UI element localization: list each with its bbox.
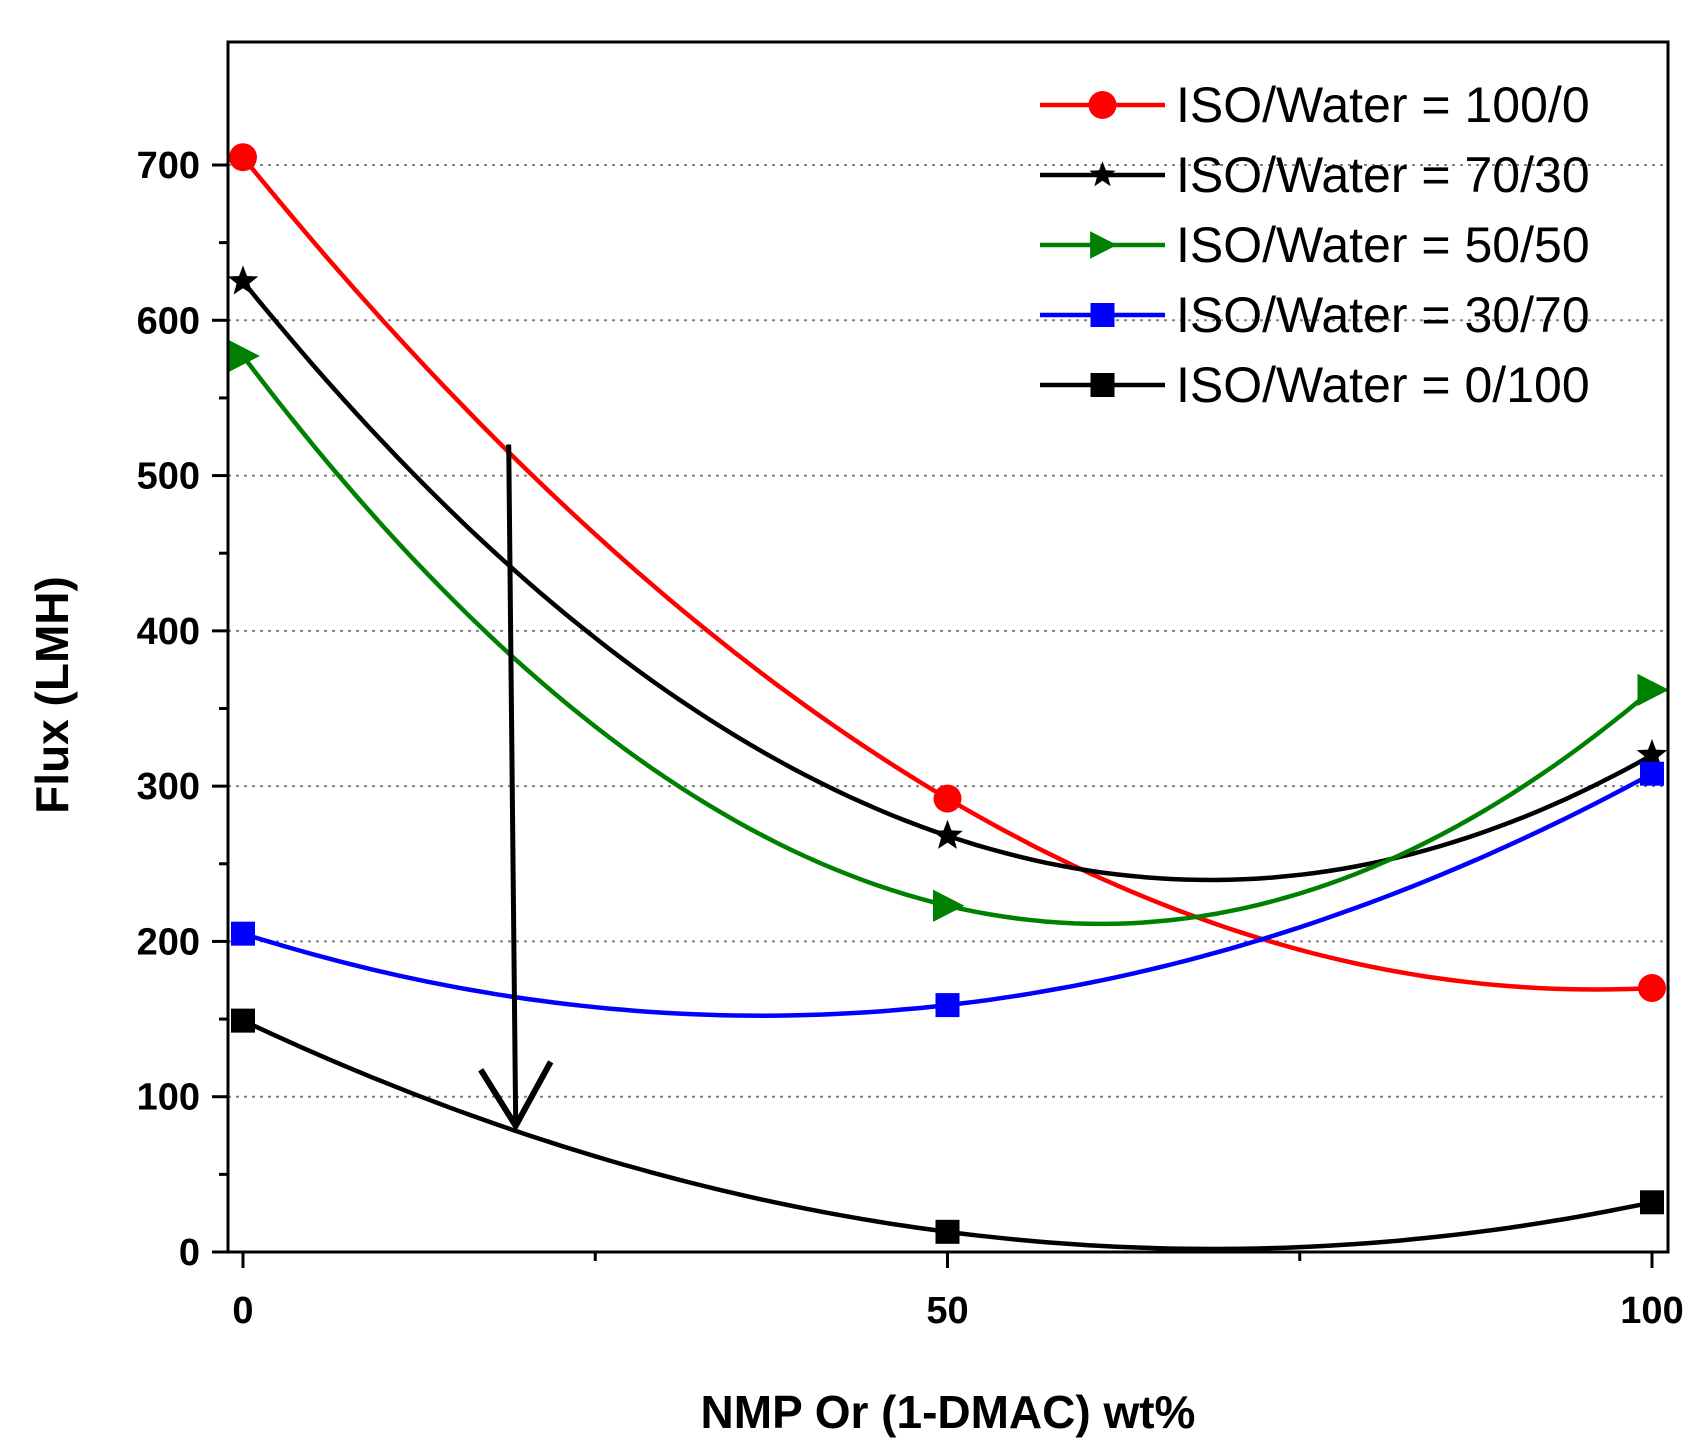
x-tick-label-50: 50 <box>926 1290 968 1332</box>
x-axis-title: NMP Or (1-DMAC) wt% <box>701 1386 1196 1438</box>
legend-item-3: ISO/Water = 30/70 <box>1040 287 1590 343</box>
arrow-shaft <box>506 444 519 1124</box>
y-tick-label-500: 500 <box>137 456 200 498</box>
marker-s1-p0 <box>227 265 259 295</box>
legend-marker <box>1090 231 1117 259</box>
legend-marker <box>1088 91 1117 119</box>
y-axis-title: Flux (LMH) <box>26 576 78 814</box>
y-tick-label-300: 300 <box>137 766 200 808</box>
y-tick-label-700: 700 <box>137 145 200 187</box>
legend-item-0: ISO/Water = 100/0 <box>1040 77 1590 133</box>
marker-s4-p1 <box>935 1219 960 1244</box>
legend-marker <box>1089 161 1116 187</box>
series-line-0 <box>241 155 1653 992</box>
marker-s0-p1 <box>933 784 962 813</box>
marker-s4-p2 <box>1640 1190 1664 1215</box>
legend-label: ISO/Water = 50/50 <box>1176 217 1590 273</box>
legend-item-1: ISO/Water = 70/30 <box>1040 147 1590 203</box>
tick-labels: 0 100 200 300 400 500 600 700 0 50 100 <box>137 145 1684 1332</box>
axis-ticks <box>212 163 1654 1268</box>
y-tick-label-100: 100 <box>137 1077 200 1119</box>
legend-item-4: ISO/Water = 0/100 <box>1040 357 1590 413</box>
series-markers <box>227 143 1669 1244</box>
marker-s3-p0 <box>231 921 255 946</box>
legend-label: ISO/Water = 0/100 <box>1176 357 1590 413</box>
marker-s2-p2 <box>1637 673 1669 706</box>
legend-item-2: ISO/Water = 50/50 <box>1040 217 1590 273</box>
trend-arrow <box>478 444 554 1132</box>
legend-label: ISO/Water = 30/70 <box>1176 287 1590 343</box>
marker-s2-p1 <box>933 889 965 922</box>
marker-s2-p0 <box>228 339 260 373</box>
marker-s1-p1 <box>932 819 963 849</box>
legend-marker <box>1090 303 1115 327</box>
marker-s4-p0 <box>231 1008 255 1033</box>
legend-label: ISO/Water = 100/0 <box>1176 77 1590 133</box>
arrow-head <box>478 1060 554 1132</box>
x-tick-label-100: 100 <box>1620 1290 1683 1332</box>
legend-label: ISO/Water = 70/30 <box>1176 147 1590 203</box>
x-tick-label-0: 0 <box>232 1290 253 1332</box>
y-tick-label-400: 400 <box>137 611 200 653</box>
marker-s1-p2 <box>1636 739 1668 769</box>
marker-s3-p2 <box>1640 761 1664 786</box>
marker-s3-p1 <box>935 993 960 1018</box>
marker-s0-p2 <box>1638 974 1666 1003</box>
y-tick-label-200: 200 <box>137 921 200 963</box>
marker-s0-p0 <box>229 143 257 172</box>
legend: ISO/Water = 100/0 ISO/Water = 70/30 ISO/Wa… <box>1040 77 1590 413</box>
y-tick-label-600: 600 <box>137 300 200 342</box>
legend-marker <box>1090 373 1115 397</box>
y-tick-label-0: 0 <box>179 1232 200 1274</box>
